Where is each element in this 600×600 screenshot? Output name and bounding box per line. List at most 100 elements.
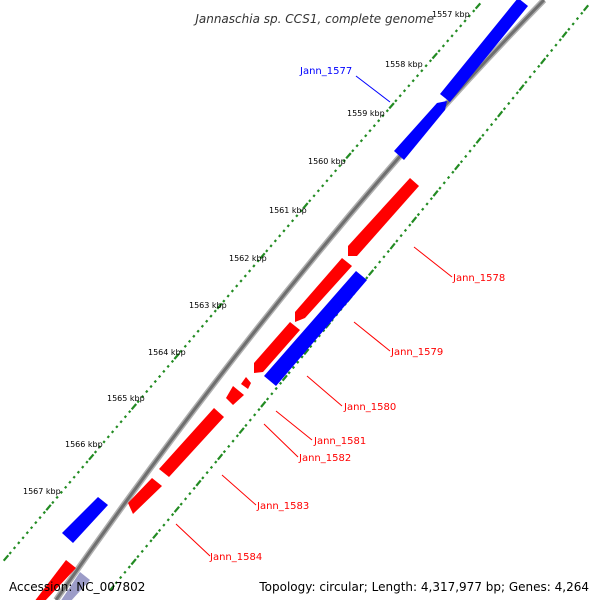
tick-mark [38, 515, 42, 520]
tick-mark [518, 84, 525, 91]
tick-label: 1559 kbp [347, 109, 385, 118]
leader-jann-1577 [355, 75, 391, 103]
tick-mark [472, 144, 476, 148]
tick-mark [196, 329, 200, 333]
tick-mark [81, 465, 85, 469]
tick-mark [378, 260, 382, 264]
gene-label-jann-1580[interactable]: Jann_1580 [343, 402, 396, 413]
tick-mark [106, 435, 110, 439]
tick-label: 1566 kbp [65, 440, 103, 449]
tick-mark [446, 175, 451, 180]
gene-label-jann-1578[interactable]: Jann_1578 [452, 273, 505, 284]
gene-jann-1576[interactable] [440, 0, 528, 102]
tick-mark [231, 439, 235, 443]
tick-mark [540, 57, 547, 65]
tick-mark [338, 164, 342, 168]
tick-mark [389, 242, 396, 250]
tick-mark [214, 460, 218, 464]
tick-mark [274, 386, 278, 391]
tick-mark [450, 34, 454, 38]
accession-label: Accession: NC_007802 [9, 580, 146, 594]
tick-mark [474, 2, 482, 10]
tick-label: 1567 kbp [23, 487, 61, 496]
gene-jann-1578[interactable] [348, 178, 419, 256]
tick-mark [98, 445, 102, 449]
tick-mark [34, 520, 38, 525]
gene-jann-1585[interactable] [62, 497, 108, 543]
tick-mark [385, 109, 389, 113]
tick-mark [2, 554, 10, 562]
tick-mark [571, 22, 575, 26]
tick-mark [108, 584, 116, 592]
tick-mark [227, 444, 231, 449]
tick-mark [372, 124, 376, 128]
tick-mark [381, 114, 385, 118]
tick-mark [388, 102, 395, 110]
gene-label-jann-1577[interactable]: Jann_1577 [299, 66, 352, 77]
tick-mark [209, 465, 214, 470]
tick-mark [416, 212, 421, 217]
leader-jann-1582 [263, 423, 299, 458]
gene-jann-1577[interactable] [394, 101, 447, 160]
tick-mark [411, 216, 418, 224]
tick-mark [550, 48, 554, 53]
gene-label-jann-1579[interactable]: Jann_1579 [390, 347, 443, 358]
tick-mark [252, 264, 256, 268]
gene-label-jann-1584[interactable]: Jann_1584 [209, 552, 262, 563]
tick-mark [157, 528, 162, 532]
tick-mark [367, 269, 375, 277]
gene-jann-1580a[interactable] [295, 258, 352, 322]
tick-mark [395, 239, 399, 243]
tick-mark [313, 339, 317, 343]
tick-mark [213, 309, 217, 313]
gene-jann-1580b[interactable] [254, 322, 300, 373]
tick-mark [322, 329, 326, 333]
tick-mark [558, 38, 562, 42]
tick-mark [130, 558, 137, 566]
tick-mark [8, 551, 12, 555]
gene-label-jann-1583[interactable]: Jann_1583 [256, 501, 309, 512]
tick-mark [575, 16, 580, 21]
gene-jann-1586[interactable] [34, 560, 76, 600]
tick-mark [467, 14, 471, 18]
tick-mark [110, 430, 115, 434]
tick-mark [216, 302, 223, 310]
tick-mark [244, 423, 248, 427]
tick-mark [429, 197, 433, 201]
tick-mark [162, 369, 166, 374]
tick-mark [511, 96, 515, 100]
tick-mark [42, 510, 46, 515]
gene-label-jann-1581[interactable]: Jann_1581 [313, 436, 366, 447]
gene-jann-1582[interactable] [226, 386, 244, 405]
tick-mark [441, 44, 446, 48]
tick-mark [270, 392, 274, 396]
gene-jann-1583[interactable] [159, 408, 224, 477]
tick-mark [408, 223, 412, 227]
gene-jann-1579[interactable] [264, 271, 367, 386]
topology-label: Topology: circular; Length: 4,317,977 bp… [259, 580, 589, 594]
tick-mark [243, 274, 247, 278]
tick-mark [438, 186, 442, 190]
tick-mark [432, 190, 439, 197]
gene-jann-1584[interactable] [128, 478, 162, 514]
tick-mark [554, 43, 558, 47]
tick-mark [425, 202, 429, 206]
tick-mark [386, 249, 390, 254]
tick-mark [411, 79, 415, 83]
tick-mark [59, 490, 63, 494]
tick-mark [308, 199, 312, 203]
tick-label: 1562 kbp [229, 254, 267, 263]
tick-mark [257, 407, 261, 412]
tick-mark [398, 94, 402, 98]
gene-label-jann-1582[interactable]: Jann_1582 [298, 453, 351, 464]
tick-mark [442, 181, 446, 185]
outer-dotted-ring [2, 2, 482, 562]
gene-jann-1581[interactable] [241, 377, 251, 389]
tick-mark [55, 495, 59, 500]
tick-mark [265, 397, 270, 401]
tick-mark [321, 184, 325, 188]
leader-jann-1584 [175, 523, 211, 557]
tick-mark [472, 9, 476, 13]
tick-mark [248, 418, 252, 422]
tick-mark [238, 427, 245, 435]
